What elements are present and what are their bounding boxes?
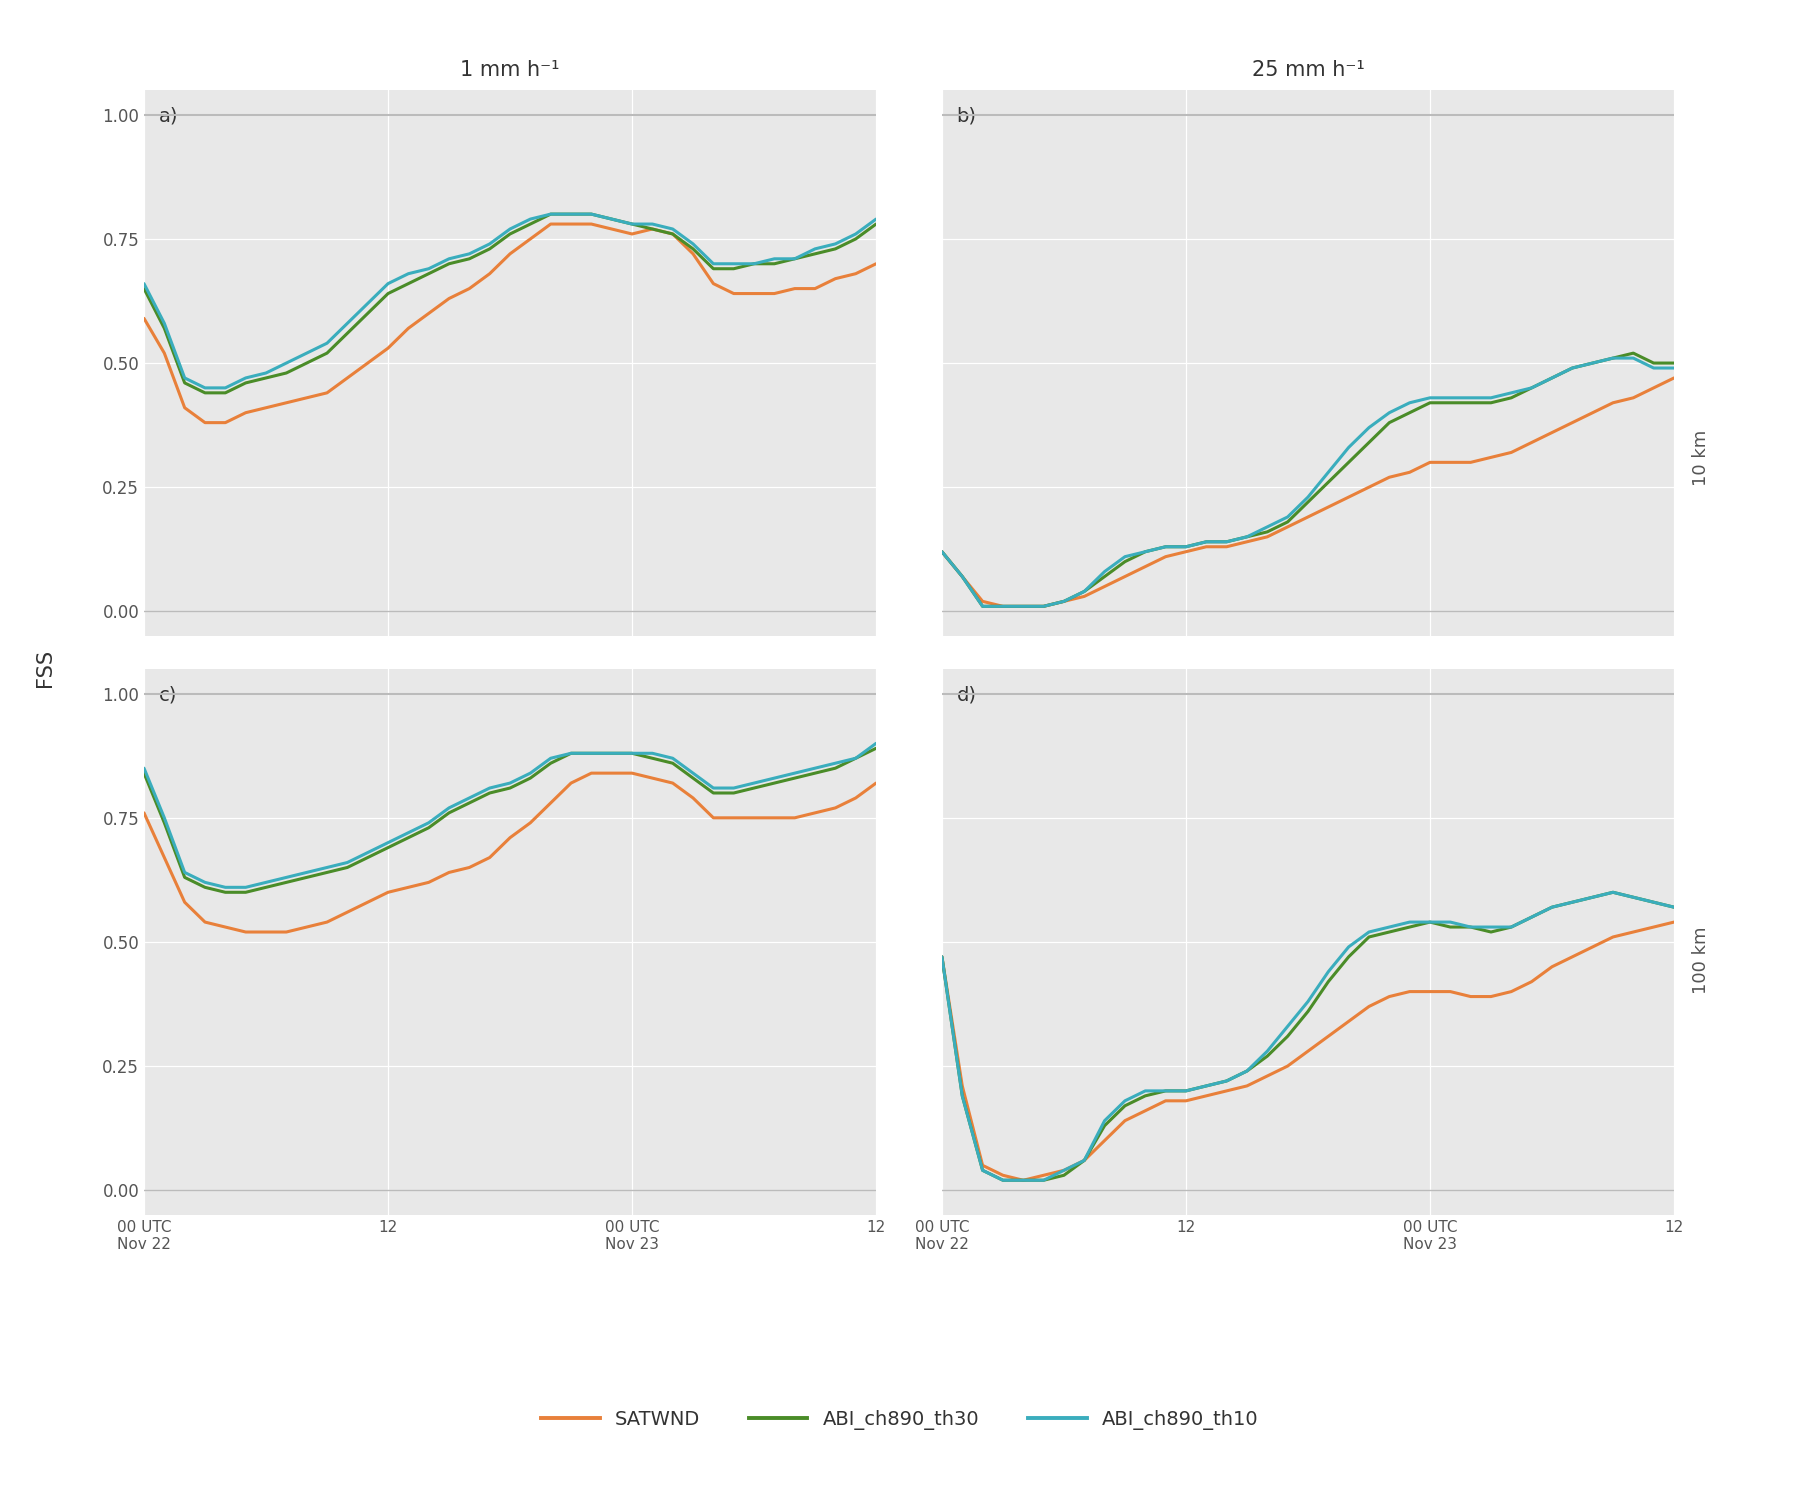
Title: 25 mm h⁻¹: 25 mm h⁻¹ [1251,60,1364,80]
Text: a): a) [158,106,178,126]
Text: 10 km: 10 km [1692,429,1710,486]
Legend: SATWND, ABI_ch890_th30, ABI_ch890_th10: SATWND, ABI_ch890_th30, ABI_ch890_th10 [533,1402,1267,1438]
Title: 1 mm h⁻¹: 1 mm h⁻¹ [461,60,560,80]
Text: b): b) [956,106,977,126]
Text: 100 km: 100 km [1692,926,1710,994]
Text: c): c) [158,686,176,705]
Text: FSS: FSS [34,648,56,687]
Text: d): d) [956,686,977,705]
